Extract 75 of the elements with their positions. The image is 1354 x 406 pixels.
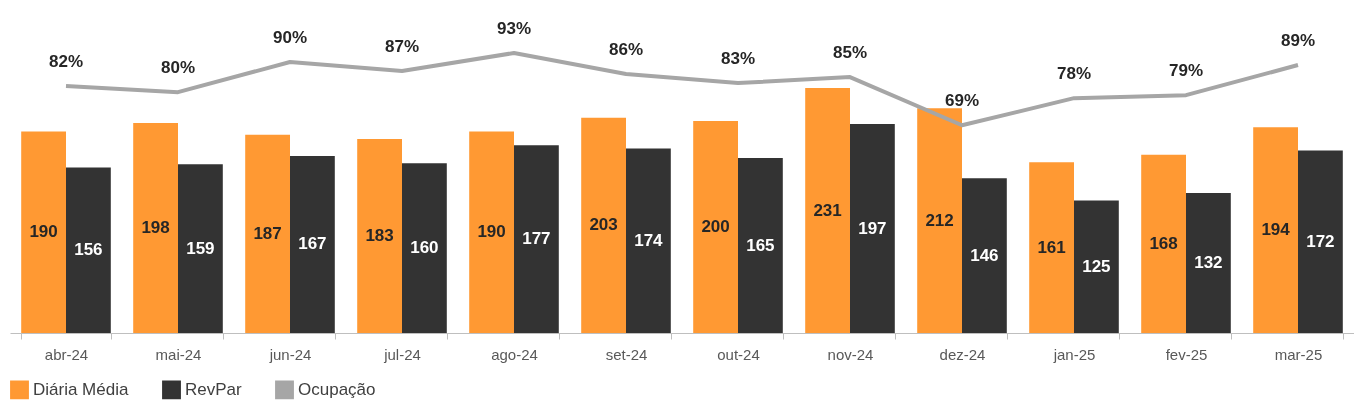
x-tick-label: out-24: [717, 345, 760, 363]
data-label: 194: [1261, 220, 1291, 240]
data-label: 156: [74, 240, 103, 260]
bar: [962, 178, 1007, 333]
bar: [245, 134, 290, 333]
data-label: 93%: [496, 19, 532, 38]
legend-label: Ocupação: [298, 379, 376, 399]
data-label: 200: [701, 216, 730, 236]
data-label: 168: [1149, 233, 1178, 253]
bar: [1074, 200, 1119, 333]
data-label: 190: [29, 222, 58, 242]
x-tick-label: dez-24: [939, 345, 986, 363]
data-label: 86%: [608, 40, 644, 60]
data-label: 190: [477, 222, 506, 242]
legend-label: Diária Média: [33, 379, 129, 399]
data-label: 161: [1037, 237, 1066, 257]
bar: [66, 167, 111, 333]
x-tick-label: set-24: [605, 345, 648, 363]
data-label: 85%: [832, 43, 868, 63]
bar: [581, 117, 626, 333]
bar: [402, 163, 447, 333]
x-tick-label: ago-24: [491, 345, 538, 363]
bar: [469, 131, 514, 333]
data-label: 167: [298, 234, 327, 254]
data-label: 80%: [160, 58, 196, 78]
data-label: 212: [925, 210, 954, 230]
bar: [514, 145, 559, 333]
data-label: 203: [589, 215, 618, 235]
data-label: 69%: [944, 91, 980, 111]
data-label: 165: [746, 235, 775, 255]
x-tick-label: fev-25: [1165, 345, 1208, 363]
data-label: 197: [858, 218, 887, 238]
data-label: 159: [186, 238, 215, 258]
bar: [290, 155, 335, 333]
bar: [1298, 150, 1343, 333]
bar: [738, 158, 783, 333]
bar: [357, 138, 402, 333]
data-label: 146: [970, 245, 999, 265]
bar: [917, 108, 962, 333]
data-label: 87%: [384, 37, 420, 57]
x-tick-label: jan-25: [1052, 345, 1096, 363]
x-tick-label: jun-24: [268, 345, 312, 363]
bar: [805, 88, 850, 333]
data-label: 79%: [1168, 61, 1204, 81]
data-label: 174: [634, 230, 664, 250]
bar: [693, 120, 738, 333]
data-label: 89%: [1280, 31, 1316, 51]
bar: [1253, 127, 1298, 333]
x-tick-label: mar-25: [1274, 345, 1323, 363]
data-label: 160: [410, 238, 439, 258]
bar: [626, 148, 671, 333]
bar: [1141, 154, 1186, 333]
data-label: 82%: [48, 52, 84, 72]
bar: [178, 164, 223, 333]
x-tick-label: nov-24: [827, 345, 874, 363]
bar: [1186, 193, 1231, 333]
bar: [850, 124, 895, 333]
x-tick-label: jul-24: [383, 345, 421, 363]
x-tick-label: abr-24: [44, 345, 89, 363]
data-label: 177: [522, 229, 551, 249]
data-label: 132: [1194, 253, 1223, 272]
data-label: 172: [1306, 231, 1335, 251]
data-label: 183: [365, 225, 394, 245]
data-label: 198: [141, 218, 170, 237]
data-label: 83%: [720, 49, 756, 69]
legend-label: RevPar: [185, 379, 243, 399]
data-label: 125: [1082, 256, 1111, 276]
bar: [21, 131, 66, 333]
data-label: 90%: [272, 28, 308, 48]
bar: [1029, 162, 1074, 333]
data-label: 187: [253, 223, 282, 243]
data-label: 231: [813, 200, 842, 220]
x-tick-label: mai-24: [155, 345, 202, 363]
data-label: 78%: [1056, 64, 1092, 84]
bar: [133, 123, 178, 333]
